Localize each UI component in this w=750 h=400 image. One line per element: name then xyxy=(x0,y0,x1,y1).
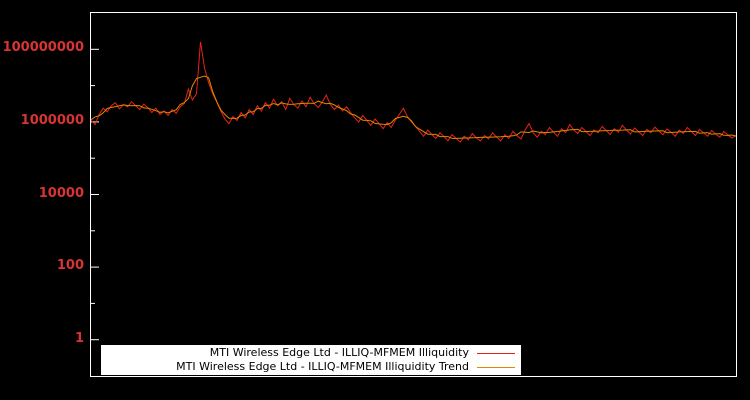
y-tick-label: 10000 xyxy=(38,185,84,201)
y-tick-label: 100 xyxy=(56,258,84,274)
y-tick-label: 1 xyxy=(74,330,84,346)
y-tick-label: 100000000 xyxy=(2,40,84,56)
legend: MTI Wireless Edge Ltd - ILLIQ-MFMEM Illi… xyxy=(101,345,521,375)
plot-area: MTI Wireless Edge Ltd - ILLIQ-MFMEM Illi… xyxy=(90,12,737,377)
series-line-trend xyxy=(91,75,736,139)
legend-item-illiquidity: MTI Wireless Edge Ltd - ILLIQ-MFMEM Illi… xyxy=(101,346,521,360)
line-chart xyxy=(91,41,736,341)
legend-item-trend: MTI Wireless Edge Ltd - ILLIQ-MFMEM Illi… xyxy=(101,360,521,374)
y-tick-label: 1000000 xyxy=(20,112,84,128)
legend-label-trend: MTI Wireless Edge Ltd - ILLIQ-MFMEM Illi… xyxy=(176,360,469,373)
y-axis: 1 100 10000 1000000 100000000 xyxy=(0,0,84,400)
legend-line-sample-illiquidity xyxy=(477,352,515,354)
legend-label-illiquidity: MTI Wireless Edge Ltd - ILLIQ-MFMEM Illi… xyxy=(209,346,469,359)
series-line-illiquidity xyxy=(91,41,736,143)
legend-line-sample-trend xyxy=(477,366,515,368)
